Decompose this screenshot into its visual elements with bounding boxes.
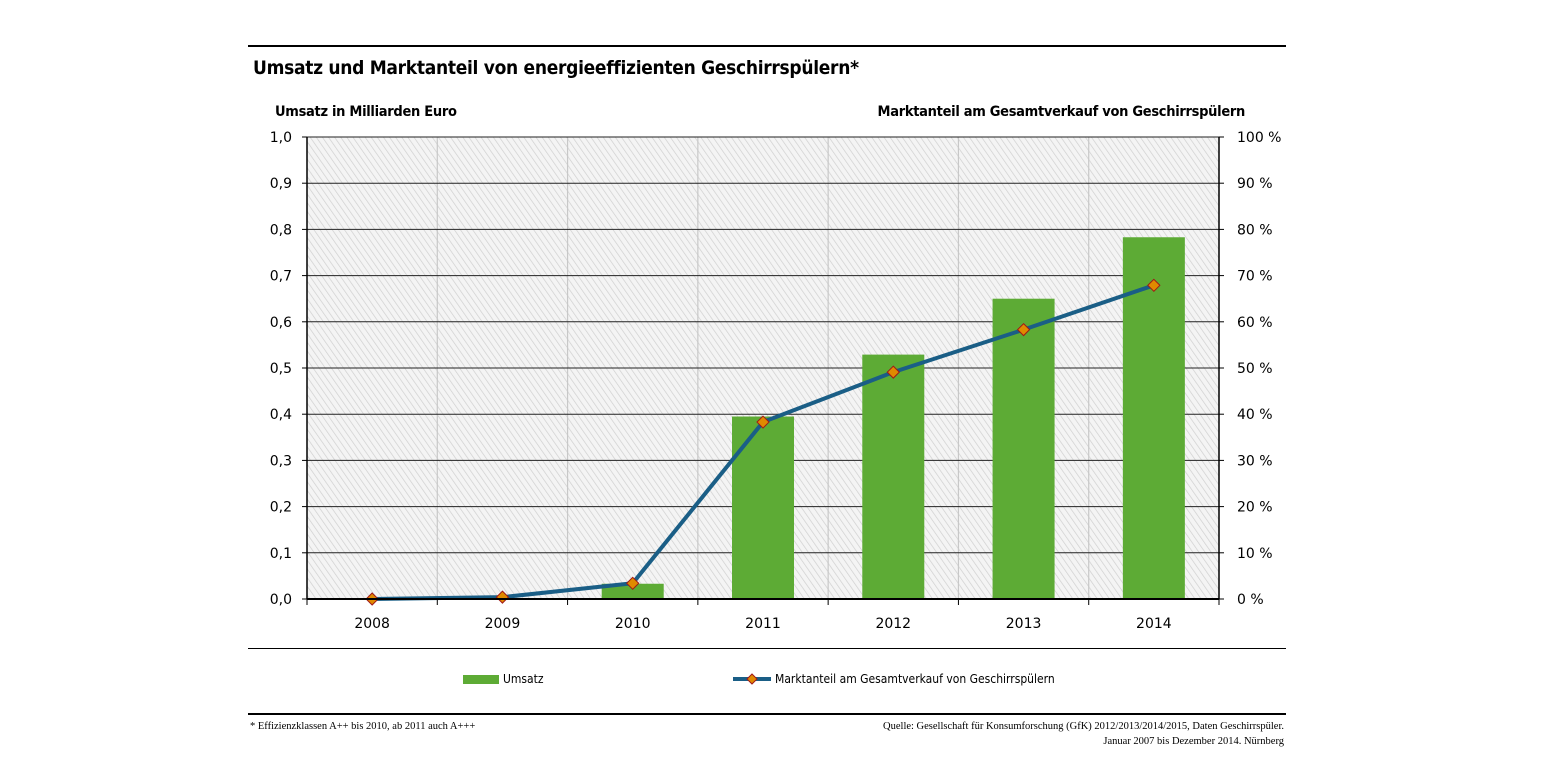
left-tick-label: 0,9: [270, 176, 292, 192]
marker-2012: [886, 365, 900, 379]
left-tick-label: 0,0: [270, 592, 292, 608]
left-tick-label: 0,5: [270, 361, 292, 377]
right-tick-label: 0 %: [1237, 592, 1264, 608]
footer-rule: [248, 713, 1286, 715]
left-tick-label: 0,6: [270, 315, 292, 331]
right-tick-label: 80 %: [1237, 222, 1273, 238]
marker-2009: [495, 590, 510, 604]
legend-label: Umsatz: [503, 672, 544, 686]
right-tick-label: 10 %: [1237, 546, 1273, 562]
x-tick-label: 2014: [1136, 616, 1172, 632]
legend-item-marktanteil: Marktanteil am Gesamtverkauf von Geschir…: [733, 672, 1055, 686]
source-line-2: Januar 2007 bis Dezember 2014. Nürnberg: [1103, 736, 1284, 747]
right-tick-label: 50 %: [1237, 361, 1273, 377]
footnote: * Effizienzklassen A++ bis 2010, ab 2011…: [250, 721, 476, 732]
right-axis-label: Marktanteil am Gesamtverkauf von Geschir…: [877, 104, 1246, 120]
bar-2010: [601, 583, 664, 599]
bar-2011: [732, 416, 794, 599]
x-tick-label: 2009: [485, 616, 521, 632]
x-tick-label: 2011: [745, 616, 781, 632]
right-tick-label: 70 %: [1237, 269, 1273, 285]
top-rule: [248, 45, 1286, 47]
x-tick-label: 2012: [875, 616, 911, 632]
left-axis-label: Umsatz in Milliarden Euro: [275, 104, 457, 120]
legend-label: Marktanteil am Gesamtverkauf von Geschir…: [775, 672, 1055, 686]
marker-2013: [1016, 322, 1031, 337]
marker-2011: [756, 415, 770, 429]
left-tick-label: 1,0: [270, 130, 292, 146]
left-tick-label: 0,1: [270, 546, 292, 562]
left-tick-label: 0,8: [270, 222, 292, 238]
x-tick-label: 2008: [354, 616, 390, 632]
right-tick-label: 20 %: [1237, 500, 1273, 516]
marker-2010: [626, 576, 640, 590]
chart: 0,0 0 % 0,1 10 % 0,2 20 % 0,3 30 % 0,4 40 % 0,5 50 …: [270, 130, 1282, 632]
marker-2014: [1147, 278, 1161, 293]
left-tick-label: 0,2: [270, 500, 292, 516]
left-tick-label: 0,3: [270, 453, 292, 469]
right-tick-label: 40 %: [1237, 407, 1273, 423]
chart-title: Umsatz und Marktanteil von energieeffizi…: [253, 57, 859, 79]
x-tick-label: 2013: [1006, 616, 1042, 632]
source-line-1: Quelle: Gesellschaft für Konsumforschung…: [883, 721, 1284, 732]
x-tick-label: 2010: [615, 616, 651, 632]
legend-bar-swatch: [463, 674, 499, 684]
legend-rule: [248, 648, 1286, 649]
bar-2014: [1122, 237, 1185, 599]
right-tick-label: 90 %: [1237, 176, 1273, 192]
left-tick-label: 0,7: [270, 269, 292, 285]
legend-line-swatch: [733, 673, 771, 685]
legend-item-umsatz: Umsatz: [463, 672, 544, 686]
right-tick-label: 60 %: [1237, 315, 1273, 331]
left-tick-label: 0,4: [270, 407, 292, 423]
right-tick-label: 100 %: [1237, 130, 1281, 146]
bar-2013: [992, 298, 1055, 599]
bar-2012: [862, 354, 925, 599]
right-tick-label: 30 %: [1237, 453, 1273, 469]
